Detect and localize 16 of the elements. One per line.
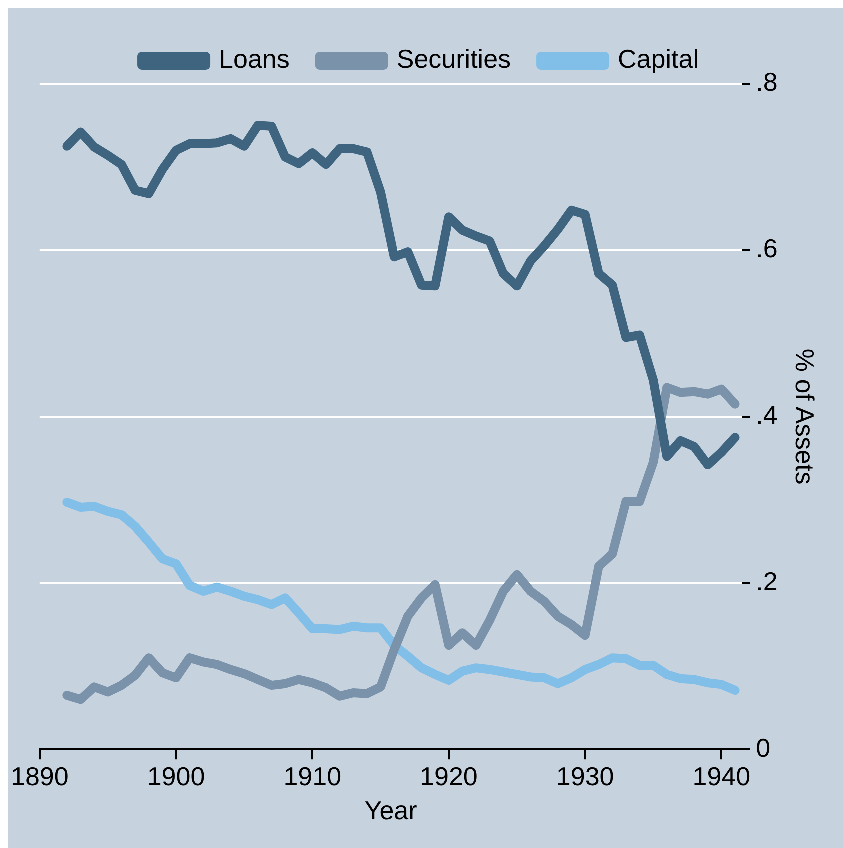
- x-tick-label: 1930: [556, 761, 614, 792]
- x-tick-label: 1910: [284, 761, 342, 792]
- legend-label: Securities: [396, 44, 512, 74]
- y-tick-label: .6: [756, 234, 778, 264]
- y-tick-label: .4: [756, 400, 778, 430]
- x-tick-label: 1890: [11, 761, 69, 792]
- x-tick-label: 1940: [692, 761, 751, 792]
- x-tick-label: 1900: [147, 761, 206, 792]
- y-tick-label: .8: [756, 67, 778, 98]
- x-tick-label: 1920: [420, 761, 478, 792]
- y-axis-title: % of Assets: [790, 348, 820, 485]
- y-tick-label: 0: [756, 732, 771, 763]
- legend-label: Capital: [618, 44, 699, 74]
- y-tick-label: .2: [756, 566, 778, 596]
- legend-label: Loans: [219, 44, 290, 74]
- x-axis-title: Year: [364, 796, 418, 826]
